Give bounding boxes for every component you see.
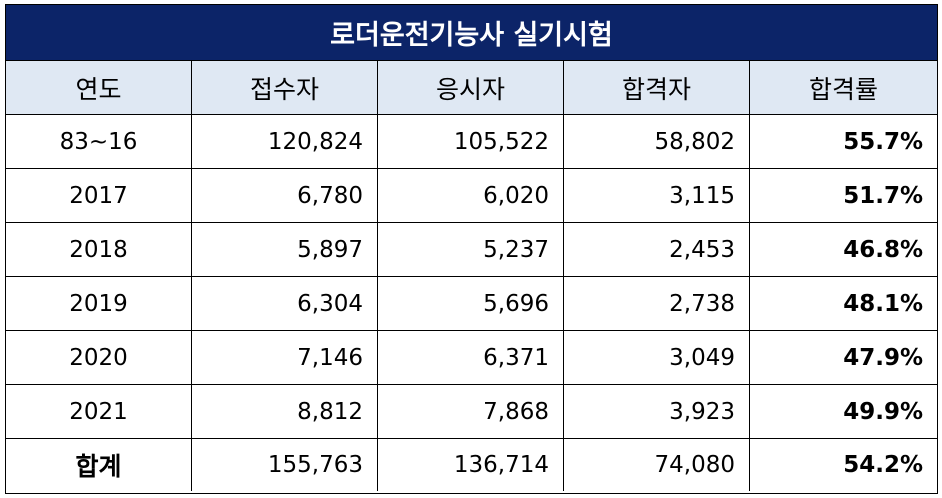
cell-year: 2017 bbox=[6, 169, 192, 222]
cell-examinees: 5,237 bbox=[378, 223, 564, 276]
cell-applicants: 7,146 bbox=[192, 331, 378, 384]
cell-pass-rate: 47.9% bbox=[843, 344, 923, 371]
cell-applicants: 6,304 bbox=[192, 277, 378, 330]
cell-applicants: 120,824 bbox=[192, 115, 378, 168]
cell-applicants: 6,780 bbox=[192, 169, 378, 222]
cell-year: 2020 bbox=[6, 331, 192, 384]
cell-examinees: 5,696 bbox=[378, 277, 564, 330]
cell-pass-rate: 46.8% bbox=[843, 236, 923, 263]
cell-pass-rate: 48.1% bbox=[843, 290, 923, 317]
table-row: 2019 6,304 5,696 2,738 48.1% bbox=[6, 277, 937, 331]
header-applicants: 접수자 bbox=[192, 61, 378, 114]
exam-stats-table: 로더운전기능사 실기시험 연도 접수자 응시자 합격자 합격률 83~16 12… bbox=[5, 4, 938, 494]
total-label: 합계 bbox=[6, 439, 192, 491]
table-row: 2017 6,780 6,020 3,115 51.7% bbox=[6, 169, 937, 223]
header-passers: 합격자 bbox=[564, 61, 750, 114]
cell-passers: 3,115 bbox=[564, 169, 750, 222]
cell-passers: 2,453 bbox=[564, 223, 750, 276]
cell-applicants: 8,812 bbox=[192, 385, 378, 438]
cell-passers: 3,923 bbox=[564, 385, 750, 438]
cell-examinees: 7,868 bbox=[378, 385, 564, 438]
cell-year: 2021 bbox=[6, 385, 192, 438]
total-applicants: 155,763 bbox=[192, 439, 378, 491]
table-row: 2020 7,146 6,371 3,049 47.9% bbox=[6, 331, 937, 385]
total-examinees: 136,714 bbox=[378, 439, 564, 491]
table-row: 83~16 120,824 105,522 58,802 55.7% bbox=[6, 115, 937, 169]
cell-examinees: 6,371 bbox=[378, 331, 564, 384]
cell-year: 2019 bbox=[6, 277, 192, 330]
cell-year: 83~16 bbox=[6, 115, 192, 168]
cell-applicants: 5,897 bbox=[192, 223, 378, 276]
table-row: 2021 8,812 7,868 3,923 49.9% bbox=[6, 385, 937, 439]
header-year: 연도 bbox=[6, 61, 192, 114]
table-title: 로더운전기능사 실기시험 bbox=[6, 5, 937, 61]
cell-passers: 3,049 bbox=[564, 331, 750, 384]
cell-examinees: 105,522 bbox=[378, 115, 564, 168]
header-row: 연도 접수자 응시자 합격자 합격률 bbox=[6, 61, 937, 115]
total-passers: 74,080 bbox=[564, 439, 750, 491]
total-row: 합계 155,763 136,714 74,080 54.2% bbox=[6, 439, 937, 491]
cell-year: 2018 bbox=[6, 223, 192, 276]
cell-pass-rate: 49.9% bbox=[843, 398, 923, 425]
cell-examinees: 6,020 bbox=[378, 169, 564, 222]
header-pass-rate: 합격률 bbox=[808, 74, 878, 104]
header-examinees: 응시자 bbox=[378, 61, 564, 114]
total-pass-rate: 54.2% bbox=[843, 452, 923, 478]
cell-passers: 58,802 bbox=[564, 115, 750, 168]
cell-pass-rate: 51.7% bbox=[843, 182, 923, 209]
cell-passers: 2,738 bbox=[564, 277, 750, 330]
table-row: 2018 5,897 5,237 2,453 46.8% bbox=[6, 223, 937, 277]
cell-pass-rate: 55.7% bbox=[843, 128, 923, 155]
